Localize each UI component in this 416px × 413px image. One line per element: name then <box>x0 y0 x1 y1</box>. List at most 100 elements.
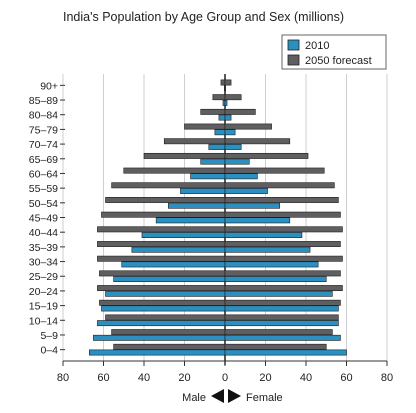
bar-male-2050-forecast <box>101 211 226 218</box>
bar-male-2010 <box>168 202 226 209</box>
bar-male-2050-forecast <box>143 152 226 159</box>
bars-group <box>89 79 347 356</box>
age-group-label: 50–54 <box>29 198 58 210</box>
bar-female-2010 <box>224 129 236 136</box>
bar-female-2010 <box>224 246 311 253</box>
bar-female-2050-forecast <box>224 211 341 218</box>
bar-female-2050-forecast <box>224 79 232 86</box>
age-group-label: 40–44 <box>29 227 58 239</box>
age-group-label: 15–19 <box>29 301 58 313</box>
x-tick-label: 60 <box>340 372 352 384</box>
bar-male-2010 <box>190 173 226 180</box>
bar-male-2050-forecast <box>105 197 226 203</box>
x-tick-label: 0 <box>222 372 228 384</box>
bar-female-2010 <box>224 261 319 268</box>
age-group-label: 45–49 <box>29 213 58 225</box>
bar-female-2050-forecast <box>224 167 325 174</box>
bar-female-2050-forecast <box>224 123 272 130</box>
bar-male-2010 <box>222 99 226 106</box>
bar-female-2010 <box>224 85 226 92</box>
legend-label-2050-forecast: 2050 forecast <box>305 55 372 67</box>
bar-male-2010 <box>208 143 226 150</box>
age-group-label: 20–24 <box>29 286 58 298</box>
chart-title: India's Population by Age Group and Sex … <box>63 10 344 24</box>
bar-female-2010 <box>224 188 268 194</box>
bar-male-2050-forecast <box>97 241 226 247</box>
female-axis-label: Female <box>246 392 283 404</box>
x-tick-label: 40 <box>300 372 312 384</box>
bar-male-2010 <box>97 320 226 327</box>
x-tick-label: 20 <box>259 372 271 384</box>
right-arrow-icon <box>228 389 241 403</box>
x-tick-label: 40 <box>138 372 150 384</box>
legend: 2010 2050 forecast <box>281 34 387 70</box>
male-axis-label: Male <box>182 392 206 404</box>
age-group-labels: 0–4 5–9 10–14 15–19 20–24 25–29 30–34 35–39 40–4… <box>29 80 65 357</box>
bar-female-2010 <box>224 99 228 106</box>
bar-male-2010 <box>105 290 226 297</box>
bar-male-2010 <box>214 129 226 136</box>
bar-male-2050-forecast <box>111 329 226 336</box>
age-group-label: 85–89 <box>29 95 58 107</box>
age-group-label: 65–69 <box>29 154 58 166</box>
bar-male-2010 <box>113 276 226 283</box>
age-group-label: 90+ <box>40 80 58 92</box>
legend-label-2010: 2010 <box>305 40 329 52</box>
bar-male-2050-forecast <box>184 123 226 130</box>
bar-male-2010 <box>101 305 226 312</box>
legend-swatch-2010 <box>287 39 300 51</box>
bar-female-2010 <box>224 349 347 356</box>
legend-swatch-2050-forecast <box>287 54 300 66</box>
bar-female-2050-forecast <box>224 285 343 292</box>
bar-female-2010 <box>224 305 339 312</box>
bar-female-2010 <box>224 143 242 150</box>
x-tick-labels: 80 60 40 20 0 20 40 60 80 <box>57 372 393 384</box>
bar-female-2010 <box>224 320 339 327</box>
bar-female-2050-forecast <box>224 241 341 247</box>
bar-female-2050-forecast <box>224 226 343 233</box>
bar-male-2050-forecast <box>163 138 226 145</box>
bar-male-2010 <box>155 217 226 224</box>
age-group-label: 70–74 <box>29 139 58 151</box>
bar-female-2050-forecast <box>224 152 309 159</box>
age-group-label: 10–14 <box>29 315 58 327</box>
age-group-label: 75–79 <box>29 124 58 136</box>
age-group-label: 0–4 <box>40 345 58 357</box>
age-group-label: 80–84 <box>29 110 58 122</box>
bar-male-2010 <box>89 349 226 356</box>
bar-female-2010 <box>224 290 333 297</box>
bar-male-2050-forecast <box>212 94 226 101</box>
bar-male-2050-forecast <box>99 270 226 277</box>
age-group-label: 25–29 <box>29 271 58 283</box>
bar-female-2010 <box>224 334 341 341</box>
bar-female-2050-forecast <box>224 299 341 306</box>
bar-female-2050-forecast <box>224 138 291 145</box>
bar-female-2010 <box>224 114 232 121</box>
x-tick-label: 20 <box>178 372 190 384</box>
bar-male-2050-forecast <box>97 255 226 262</box>
x-tick-label: 80 <box>381 372 393 384</box>
bar-male-2050-forecast <box>99 299 226 306</box>
bar-female-2050-forecast <box>224 197 339 203</box>
bar-male-2050-forecast <box>111 182 226 189</box>
x-tick-label: 80 <box>57 372 69 384</box>
age-group-label: 55–59 <box>29 183 58 195</box>
bar-male-2010 <box>93 334 226 341</box>
bar-male-2050-forecast <box>220 79 226 86</box>
bar-female-2010 <box>224 217 291 224</box>
bar-male-2010 <box>141 232 226 238</box>
bar-male-2050-forecast <box>113 343 226 350</box>
bar-female-2050-forecast <box>224 108 256 115</box>
bar-female-2050-forecast <box>224 270 341 277</box>
bar-female-2010 <box>224 158 250 165</box>
age-group-label: 35–39 <box>29 242 58 254</box>
age-group-label: 60–64 <box>29 168 58 180</box>
age-group-label: 5–9 <box>40 330 58 342</box>
bar-female-2050-forecast <box>224 343 327 350</box>
x-tick-label: 60 <box>97 372 109 384</box>
bar-male-2050-forecast <box>97 285 226 292</box>
bar-male-2010 <box>218 114 226 121</box>
bar-male-2010 <box>131 246 226 253</box>
bar-male-2010 <box>200 158 226 165</box>
